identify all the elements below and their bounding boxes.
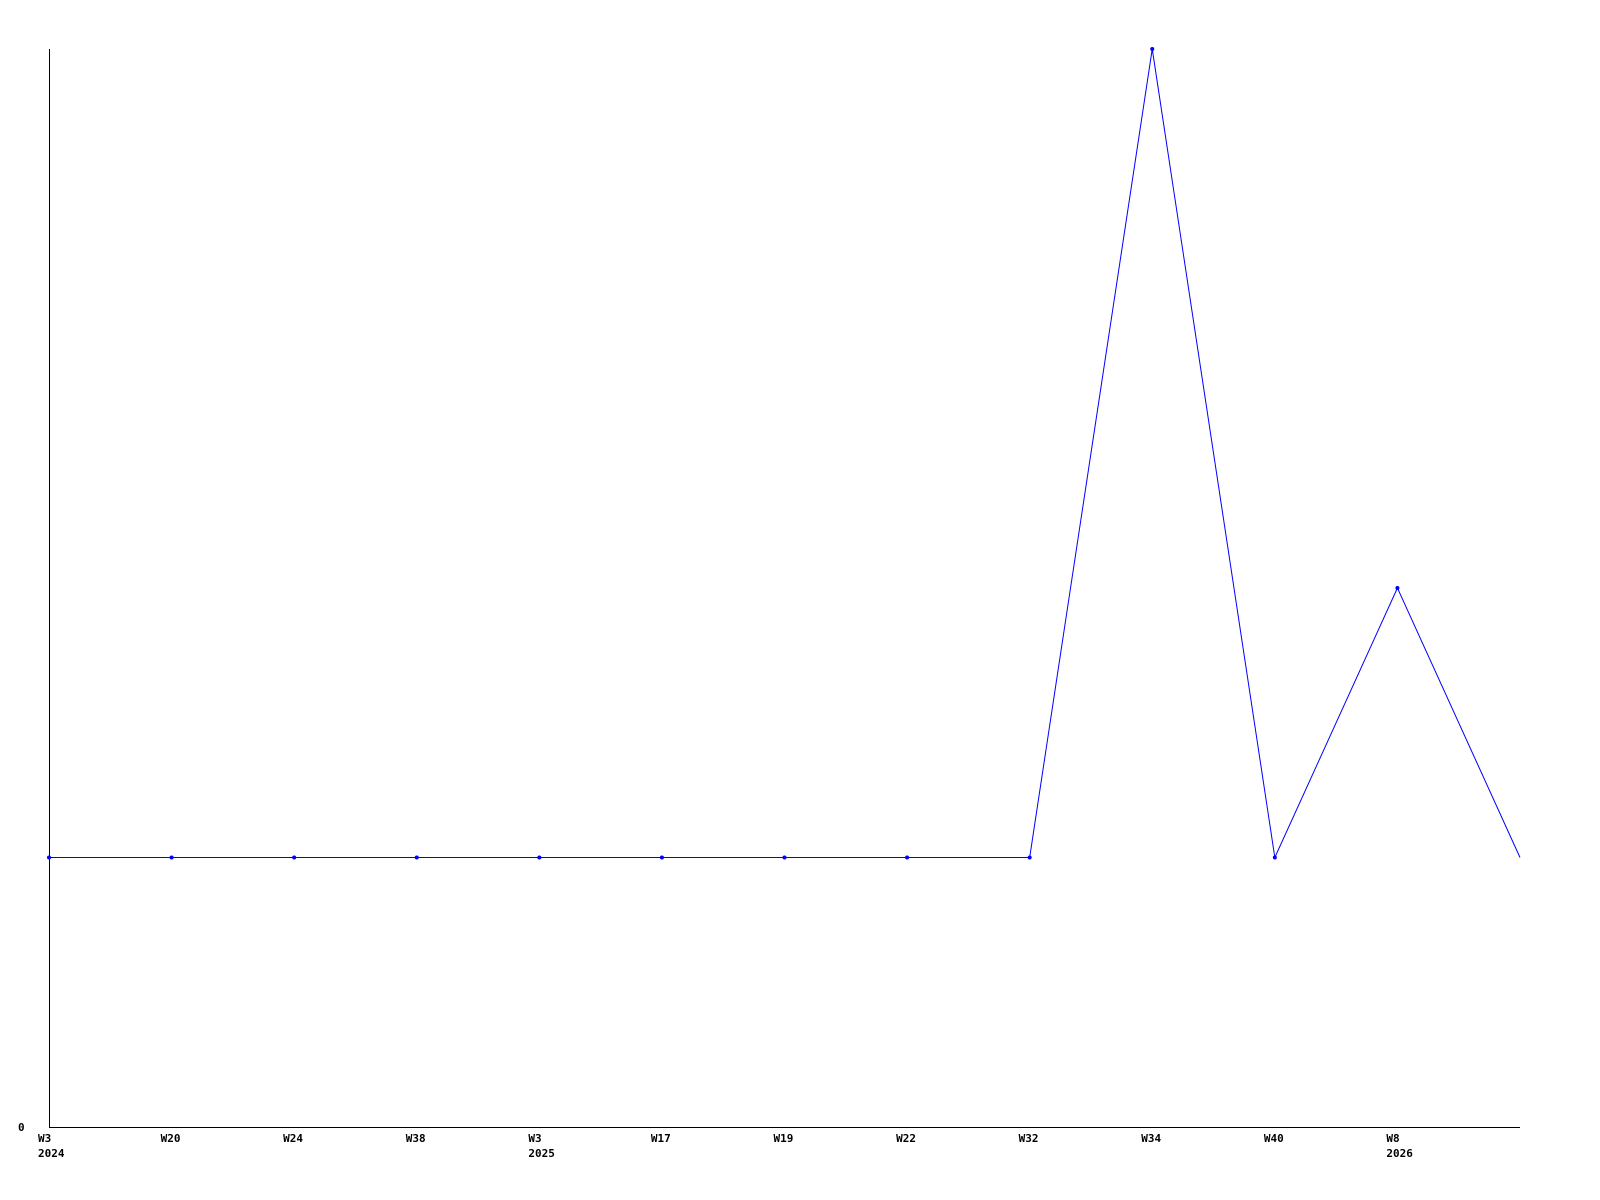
data-point <box>1395 586 1400 590</box>
data-point <box>537 855 542 860</box>
data-point <box>47 855 51 860</box>
x-tick-label: W3 <box>38 1132 51 1145</box>
x-tick-label: W34 <box>1141 1132 1161 1145</box>
data-point <box>659 855 664 860</box>
data-point <box>1027 855 1032 860</box>
x-tick-label: W3 <box>528 1132 541 1145</box>
x-tick-label: W8 <box>1386 1132 1399 1145</box>
x-tick-year-label: 2024 <box>38 1147 65 1160</box>
data-point <box>1272 855 1277 860</box>
x-tick-label: W32 <box>1019 1132 1039 1145</box>
x-tick-label: W19 <box>774 1132 794 1145</box>
data-point <box>782 855 787 860</box>
x-tick-label: W40 <box>1264 1132 1284 1145</box>
x-tick-label: W24 <box>283 1132 303 1145</box>
x-tick-label: W22 <box>896 1132 916 1145</box>
y-tick-label: 0 <box>18 1121 25 1134</box>
x-tick-label: W20 <box>161 1132 181 1145</box>
data-point <box>169 855 174 860</box>
series-line <box>49 48 1521 860</box>
data-point <box>905 855 910 860</box>
x-tick-year-label: 2026 <box>1386 1147 1413 1160</box>
x-tick-label: W38 <box>406 1132 426 1145</box>
data-point <box>414 855 419 860</box>
x-tick-label: W17 <box>651 1132 671 1145</box>
x-tick-year-label: 2025 <box>528 1147 555 1160</box>
data-point <box>292 855 297 860</box>
data-point <box>1150 47 1155 51</box>
